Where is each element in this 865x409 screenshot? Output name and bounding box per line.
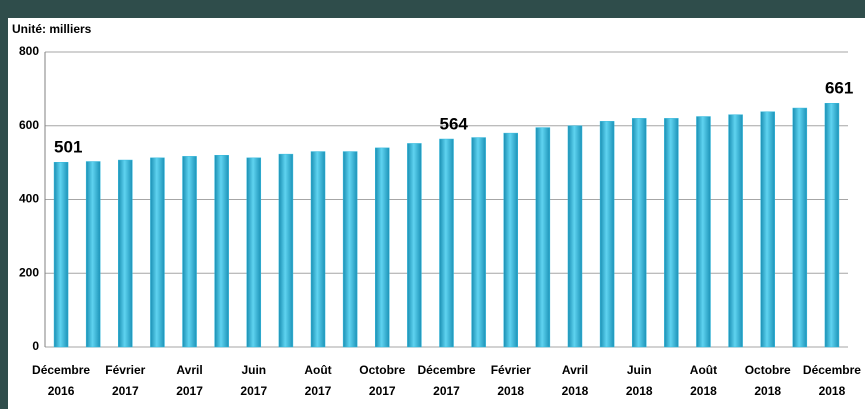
x-tick-label: Février 2017 <box>105 363 145 398</box>
x-tick-label: Décembre 2018 <box>803 363 861 398</box>
y-tick-label: 800 <box>19 44 39 58</box>
bar <box>85 161 101 348</box>
bar <box>53 162 69 348</box>
x-tick-label: Juin 2017 <box>240 363 267 398</box>
value-label: 661 <box>825 79 853 98</box>
bar <box>310 151 326 348</box>
bar <box>246 157 262 348</box>
bar <box>535 127 551 348</box>
bar <box>664 118 679 348</box>
x-tick-label: Décembre 2017 <box>417 363 475 398</box>
bar <box>599 121 615 348</box>
bar <box>503 132 518 348</box>
bar <box>567 125 583 348</box>
bar <box>342 151 358 348</box>
bar <box>631 118 647 348</box>
x-tick-label: Juin 2018 <box>626 363 653 398</box>
x-tick-label: Octobre 2017 <box>359 363 405 398</box>
y-tick-label: 200 <box>19 265 39 279</box>
bar <box>214 155 229 348</box>
bar <box>824 103 840 348</box>
bar <box>278 153 294 348</box>
y-tick-label: 0 <box>32 339 39 353</box>
bar <box>407 143 422 348</box>
chart-title: Unité: milliers <box>12 22 92 36</box>
x-tick-label: Décembre 2016 <box>32 363 90 398</box>
value-label: 501 <box>54 138 82 157</box>
bar <box>471 137 486 348</box>
value-label: 564 <box>440 115 469 134</box>
x-tick-label: Avril 2018 <box>562 363 589 398</box>
bar <box>792 107 808 348</box>
bar <box>439 138 454 348</box>
bar <box>118 159 133 348</box>
bar <box>375 147 390 348</box>
bar <box>150 157 165 348</box>
bar <box>696 116 711 348</box>
bar <box>182 156 197 348</box>
y-tick-label: 400 <box>19 192 39 206</box>
bar <box>760 111 775 348</box>
y-tick-label: 600 <box>19 118 39 132</box>
x-tick-label: Août 2017 <box>304 363 331 398</box>
x-tick-label: Avril 2017 <box>176 363 203 398</box>
bar <box>728 114 743 348</box>
x-tick-label: Août 2018 <box>690 363 717 398</box>
x-tick-label: Février 2018 <box>491 363 531 398</box>
x-tick-label: Octobre 2018 <box>745 363 791 398</box>
